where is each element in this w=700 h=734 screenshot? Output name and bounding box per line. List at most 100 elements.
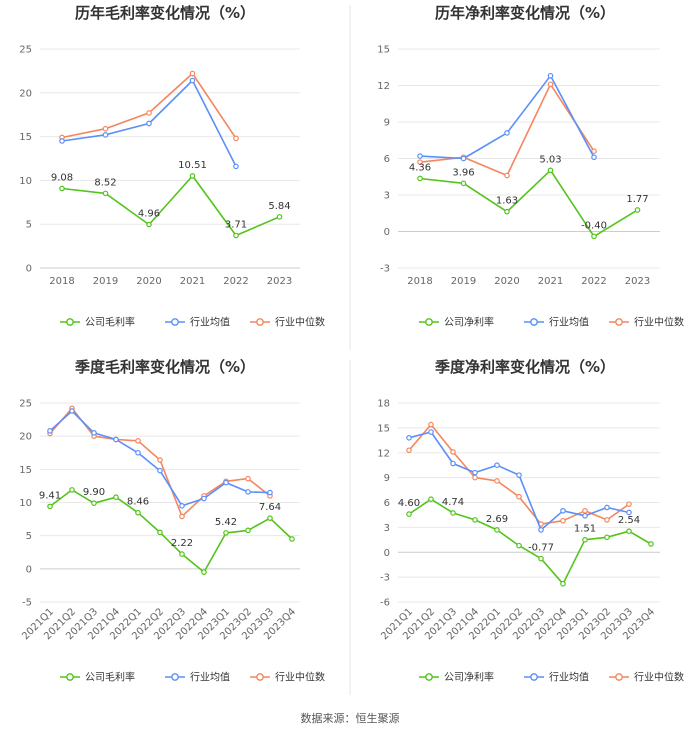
point-avg: [189, 77, 196, 84]
y-tick-label: 9: [384, 473, 390, 484]
point-median: [626, 501, 632, 507]
data-label: 2.69: [486, 514, 508, 525]
y-tick-label: 6: [384, 154, 390, 165]
point-company: [223, 530, 229, 536]
y-tick-label: 20: [19, 88, 32, 99]
y-tick-label: 20: [19, 432, 32, 443]
point-company: [233, 232, 239, 239]
point-company: [560, 580, 566, 587]
point-company: [417, 175, 423, 182]
y-tick-label: 15: [377, 45, 390, 56]
data-label: 4.74: [442, 497, 464, 508]
y-tick-label: 3: [384, 523, 390, 534]
point-avg: [245, 489, 251, 495]
data-label: 3.96: [452, 167, 474, 178]
point-company: [146, 221, 152, 228]
point-avg: [428, 429, 434, 435]
data-label: 1.63: [496, 196, 518, 207]
point-company: [591, 233, 597, 240]
y-tick-label: 15: [19, 465, 32, 476]
legend-swatch-marker: [530, 673, 538, 681]
point-avg: [472, 469, 478, 476]
legend-swatch-marker: [256, 318, 264, 326]
series-line-company: [49, 489, 293, 573]
legend-swatch-marker: [66, 318, 74, 326]
point-avg: [538, 527, 544, 533]
point-avg: [604, 504, 610, 511]
point-avg: [547, 72, 554, 79]
y-tick-label: 6: [384, 498, 390, 509]
point-company: [189, 173, 196, 179]
y-tick-label: 15: [377, 423, 390, 434]
series-line-avg: [419, 75, 595, 160]
point-company: [113, 494, 119, 500]
x-tick-label: 2023: [267, 276, 292, 287]
point-median: [604, 517, 610, 523]
point-median: [591, 148, 597, 155]
y-tick-label: 0: [26, 264, 32, 275]
point-company: [547, 167, 554, 174]
point-company: [47, 503, 53, 510]
series-line-median: [419, 83, 595, 177]
data-label: 2.54: [618, 515, 640, 526]
point-company: [201, 569, 207, 575]
chart-quarterly-net-margin: 季度净利率变化情况（%）-6-303691215182021Q12021Q220…: [377, 358, 684, 684]
legend-swatch-marker: [171, 318, 179, 326]
legend-label-company: 公司毛利率: [85, 671, 135, 684]
point-company: [604, 534, 610, 541]
point-avg: [417, 153, 423, 159]
y-tick-label: 12: [377, 81, 390, 92]
x-tick-label: 2018: [407, 276, 432, 287]
y-tick-label: 0: [384, 227, 390, 238]
point-median: [428, 421, 434, 428]
data-label: -0.40: [581, 220, 607, 231]
point-avg: [47, 428, 53, 434]
data-label: -0.77: [528, 543, 554, 554]
point-company: [472, 517, 478, 523]
y-tick-label: 10: [19, 498, 32, 509]
x-tick-label: 2021: [538, 276, 563, 287]
point-avg: [560, 507, 566, 514]
point-median: [417, 159, 423, 165]
y-tick-label: 0: [384, 548, 390, 559]
data-label: 5.42: [215, 517, 237, 528]
chart-annual-gross-margin: 历年毛利率变化情况（%） 0 5 10 15 20 25 2018 2019 2020 2021 20…: [19, 4, 325, 329]
chart-title: 历年毛利率变化情况（%）: [75, 4, 255, 22]
point-company: [460, 180, 467, 187]
point-avg: [504, 130, 510, 136]
y-tick-label: 18: [377, 399, 390, 410]
legend-label-median: 行业中位数: [275, 671, 325, 684]
legend-label-company: 公司毛利率: [85, 316, 135, 329]
point-median: [146, 110, 152, 116]
series-line-company: [61, 175, 280, 237]
x-tick-label: 2020: [494, 276, 519, 287]
point-median: [233, 135, 239, 142]
point-company: [582, 536, 588, 543]
point-avg: [233, 163, 239, 170]
y-tick-label: 10: [19, 176, 32, 187]
point-avg: [201, 495, 207, 502]
legend-label-avg: 行业均值: [549, 316, 589, 329]
point-company: [69, 487, 75, 493]
point-avg: [591, 154, 597, 161]
point-median: [406, 447, 412, 454]
point-company: [406, 511, 412, 517]
point-avg: [516, 472, 522, 478]
point-company: [59, 185, 65, 192]
y-tick-label: 15: [19, 132, 32, 143]
point-avg: [626, 509, 632, 516]
data-label: 4.60: [398, 498, 420, 509]
point-median: [245, 475, 251, 482]
legend-label-median: 行业中位数: [275, 316, 325, 329]
point-median: [102, 125, 109, 132]
point-median: [547, 81, 554, 88]
chart-title: 历年净利率变化情况（%）: [435, 4, 615, 22]
x-tick-label: 2022: [223, 276, 248, 287]
y-tick-label: -6: [380, 598, 390, 609]
series-line-company: [408, 498, 652, 585]
point-median: [560, 517, 566, 524]
y-tick-label: -5: [22, 598, 32, 609]
chart-annual-net-margin: 历年净利率变化情况（%） -3 0 3 6 9 12 15 2018 2019 2020 2021 20…: [377, 4, 684, 329]
legend-label-median: 行业中位数: [634, 671, 684, 684]
